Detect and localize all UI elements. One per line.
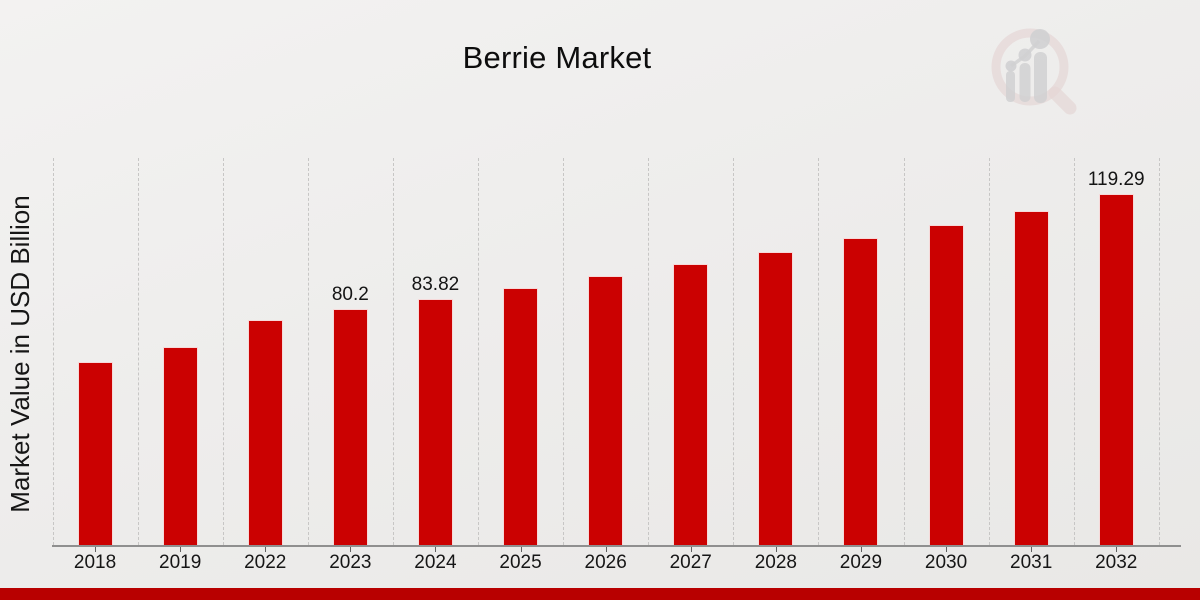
x-axis-tick [1116,547,1118,552]
gridline [52,158,54,545]
x-tick-label-2024: 2024 [414,552,457,573]
gridline [222,158,224,545]
bar-2019 [162,347,198,545]
x-tick-label-2031: 2031 [1010,552,1053,573]
x-tick-label-2028: 2028 [754,552,797,573]
footer-accent-bar [0,588,1200,600]
x-axis-tick [180,547,182,552]
chart-title: Berrie Market [462,40,652,75]
gridline [137,158,139,545]
gridline [903,158,905,545]
gridline [818,158,820,545]
gridline [733,158,735,545]
x-axis-tick [690,547,692,552]
bar-2022 [247,320,283,545]
gridline [563,158,565,545]
x-tick-label-2032: 2032 [1095,552,1138,573]
x-axis-tick [775,547,777,552]
gridline [307,158,309,545]
x-axis-tick [1031,547,1033,552]
x-axis-tick [95,547,97,552]
x-tick-label-2029: 2029 [839,552,883,573]
bar-2023 [332,309,368,545]
bar-2032 [1098,194,1134,545]
gridline [1073,158,1075,545]
bar-2026 [588,275,624,545]
bar-2027 [673,264,709,545]
x-axis-tick [605,547,607,552]
x-axis-tick [435,547,437,552]
bar-value-label-2024: 83.82 [411,273,460,295]
gridline [1158,158,1160,545]
market-research-logo-icon [983,24,1095,116]
gridline [648,158,650,545]
x-axis-tick [946,547,948,552]
x-axis-tick [860,547,862,552]
x-tick-label-2022: 2022 [244,552,287,573]
x-tick-label-2026: 2026 [584,552,627,573]
x-tick-label-2025: 2025 [499,552,542,573]
bar-2018 [77,362,113,545]
gridline [988,158,990,545]
bar-2029 [843,238,879,545]
bar-value-label-2032: 119.29 [1087,169,1145,191]
x-axis-tick [350,547,352,552]
x-tick-label-2027: 2027 [669,552,712,573]
bar-2031 [1013,211,1049,545]
bar-2028 [758,252,794,545]
gridline [478,158,479,545]
x-axis-line [52,545,1181,547]
x-axis-tick [265,547,267,552]
x-axis-tick [520,547,522,552]
x-tick-label-2019: 2019 [159,552,202,573]
bar-value-label-2023: 80.2 [331,284,369,306]
x-tick-label-2023: 2023 [329,552,372,573]
bar-2024 [417,298,453,545]
bar-2025 [503,288,539,545]
gridline [392,158,394,545]
x-tick-label-2030: 2030 [924,552,968,573]
x-tick-label-2018: 2018 [73,552,117,573]
bar-2030 [928,225,964,545]
